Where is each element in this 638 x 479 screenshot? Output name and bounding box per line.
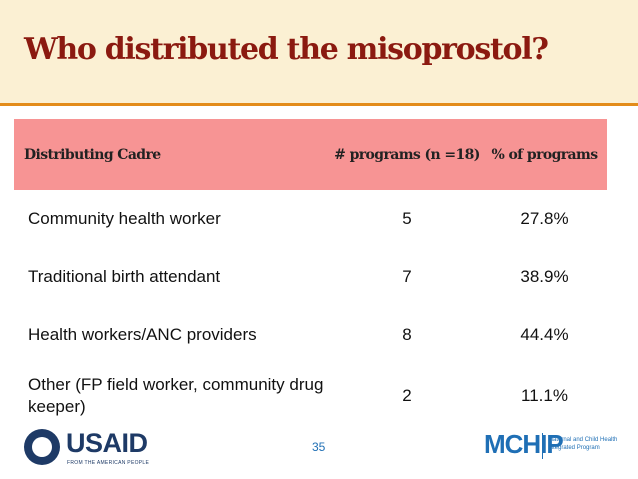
table-row: Health workers/ANC providers 8 44.4% — [14, 306, 607, 364]
cadre-cell: Traditional birth attendant — [28, 267, 221, 286]
table-header-row: Distributing Cadre # programs (n =18) % … — [14, 119, 607, 190]
cadre-cell: Community health worker — [28, 209, 221, 228]
table-row: Traditional birth attendant 7 38.9% — [14, 248, 607, 306]
percent-cell: 27.8% — [520, 209, 569, 228]
percent-cell: 11.1% — [521, 386, 568, 405]
mchip-wordmark: MCHIP — [484, 429, 564, 459]
header-distributing-cadre: Distributing Cadre — [24, 146, 161, 163]
percent-cell: 44.4% — [520, 325, 569, 344]
usaid-wordmark: USAID — [66, 428, 148, 458]
title-band — [0, 0, 638, 103]
percent-cell: 38.9% — [520, 267, 569, 286]
programs-cell: 7 — [402, 267, 412, 286]
table-row: Other (FP field worker, community drug k… — [14, 364, 607, 428]
table-row: Community health worker 5 27.8% — [14, 190, 607, 248]
programs-cell: 2 — [402, 386, 412, 405]
cadre-cell: Other (FP field worker, community drug k… — [28, 375, 324, 416]
programs-cell: 5 — [402, 209, 412, 228]
distribution-table: Distributing Cadre # programs (n =18) % … — [14, 119, 607, 428]
programs-cell: 8 — [402, 325, 412, 344]
mchip-divider — [542, 433, 543, 459]
title-underline-rule — [0, 103, 638, 106]
cadre-cell: Health workers/ANC providers — [28, 325, 257, 344]
usaid-tagline: FROM THE AMERICAN PEOPLE — [67, 460, 150, 466]
slide-title: Who distributed the misoprostol? — [24, 32, 549, 67]
mchip-tagline: Maternal and Child Health Integrated Pro… — [548, 437, 618, 451]
page-number: 35 — [312, 440, 326, 454]
header-percent-programs: % of programs — [491, 146, 598, 163]
header-programs-count: # programs (n =18) — [334, 146, 480, 163]
usaid-seal-icon — [24, 429, 60, 465]
